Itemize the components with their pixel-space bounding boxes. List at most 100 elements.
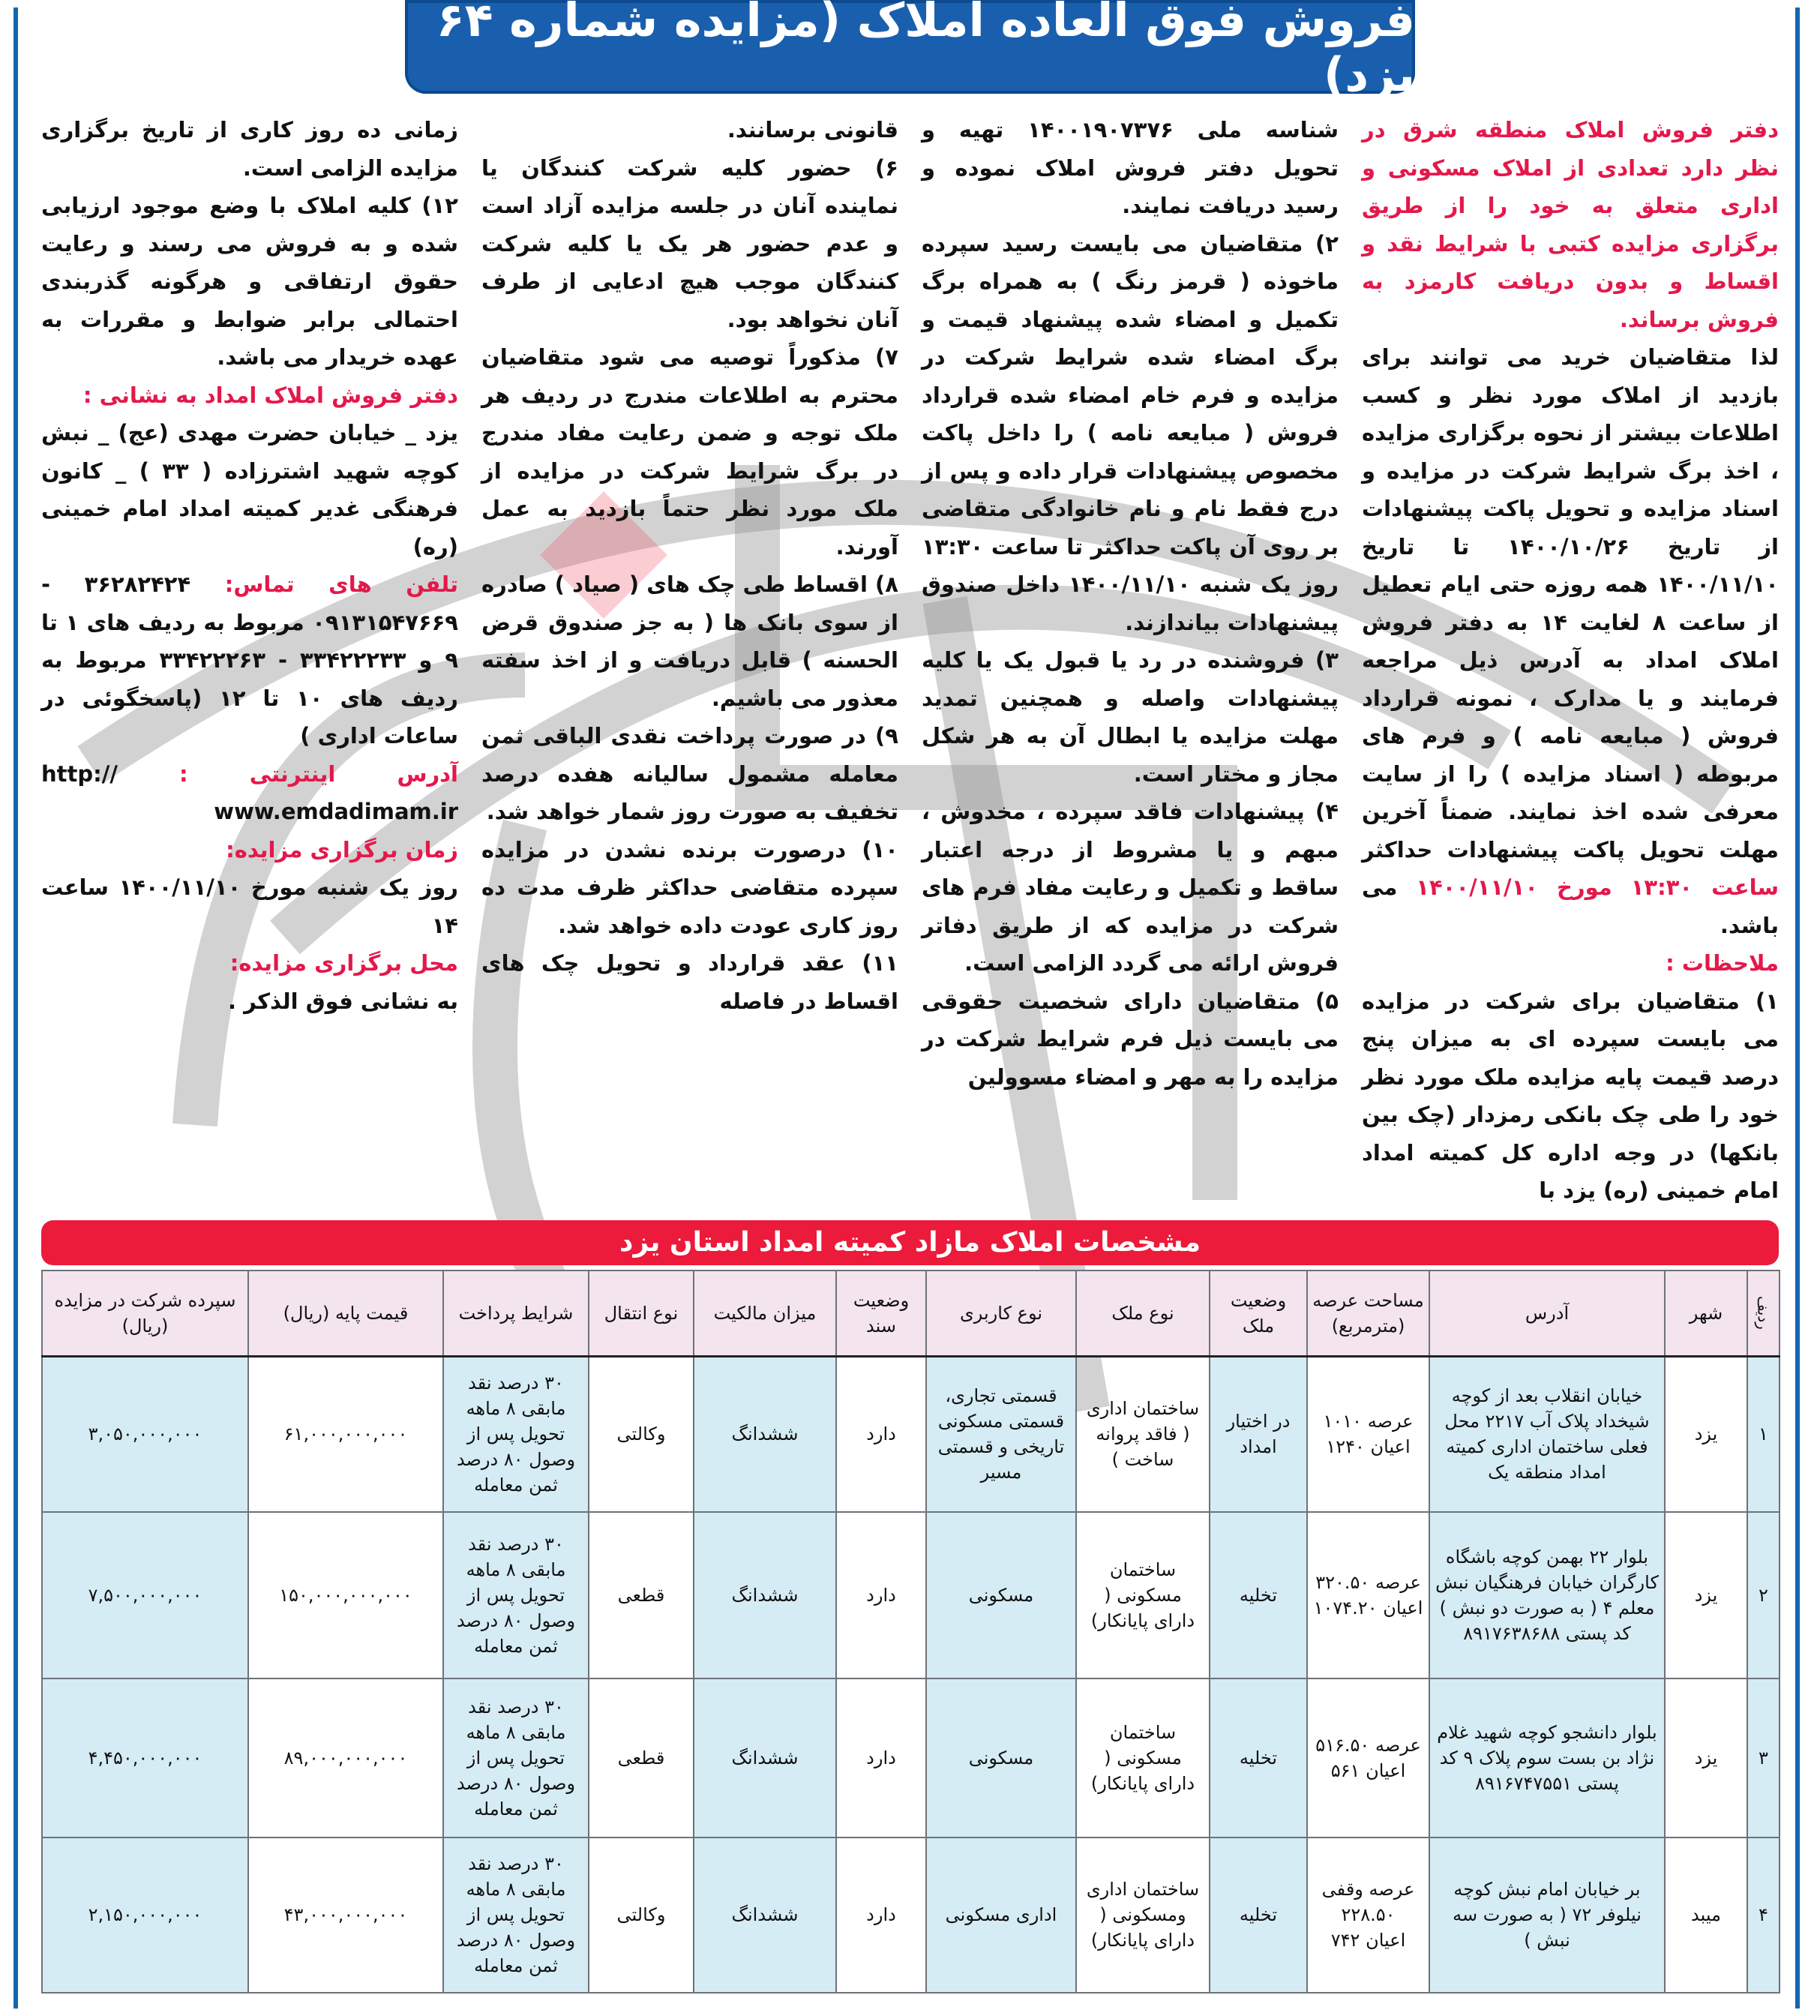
table-cell: ۶۱,۰۰۰,۰۰۰,۰۰۰ (247, 1355, 444, 1513)
column-header: نوع کاربری (925, 1269, 1077, 1357)
paragraph: یزد _ خیابان حضرت مهدی (عج) _ نبش کوچه ش… (41, 414, 458, 566)
highlighted-text: ملاحظات : (1666, 950, 1779, 976)
paragraph: ۱۲) کلیه املاک با وضع موجود ارزیابی شده … (41, 187, 458, 376)
paragraph: ۲) متقاضیان می بایست رسید سپرده ماخوذه (… (922, 225, 1339, 642)
paragraph: ۷) مذکوراً توصیه می شود متقاضیان محترم ب… (481, 338, 898, 566)
highlighted-text: آدرس اینترنتی : (117, 760, 458, 787)
table-cell: ساختمان اداری ومسکونی ( دارای پایانکار) (1075, 1836, 1210, 1994)
body-text: شناسه ملی ۱۴۰۰۱۹۰۷۳۷۶ تهیه و تحویل دفتر … (922, 117, 1339, 218)
main-content: دفتر فروش املاک منطقه شرق در نظر دارد تع… (41, 0, 1780, 2016)
table-cell: بر خیابان امام نبش کوچه نیلوفر ۷۲ ( به ص… (1429, 1836, 1666, 1994)
column-header: مساحت عرصه (مترمربع) (1306, 1269, 1430, 1357)
table-cell: ۳۰ درصد نقد مابقی ۸ ماهه تحویل پس از وصو… (442, 1355, 589, 1513)
table-cell: ساختمان مسکونی ( دارای پایانکار) (1075, 1677, 1210, 1838)
table-header-row: ردیف شهر آدرس مساحت عرصه (مترمربع) وضعیت ملک… (41, 1269, 1780, 1357)
table-cell: ششدانگ (693, 1355, 837, 1513)
paragraph: شناسه ملی ۱۴۰۰۱۹۰۷۳۷۶ تهیه و تحویل دفتر … (922, 111, 1339, 225)
table-cell: قطعی (588, 1677, 694, 1838)
body-text: زمانی ده روز کاری از تاریخ برگزاری مزاید… (41, 117, 458, 181)
column-header: میزان مالکیت (693, 1269, 837, 1357)
column-header: ردیف (1747, 1269, 1780, 1357)
body-text: ۱۰) درصورت برنده نشدن در مزایده سپرده مت… (481, 836, 898, 938)
table-cell: ۳۰ درصد نقد مابقی ۸ ماهه تحویل پس از وصو… (442, 1836, 589, 1994)
paragraph: به نشانی فوق الذکر . (41, 982, 458, 1021)
body-text: ۱۲) کلیه املاک با وضع موجود ارزیابی شده … (41, 193, 458, 370)
body-text: ۳) فروشنده در رد یا قبول یک یا کلیه پیشن… (922, 647, 1339, 787)
body-text: ۶) حضور کلیه شرکت کنندگان یا نماینده آنا… (481, 154, 898, 332)
column-header: وضعیت ملک (1209, 1269, 1308, 1357)
paragraph: ۴) پیشنهادات فاقد سپرده ، مخدوش ، مبهم و… (922, 793, 1339, 982)
table-cell: ۳,۰۵۰,۰۰۰,۰۰۰ (41, 1355, 249, 1513)
column-header: نوع انتقال (588, 1269, 694, 1357)
highlighted-text: ساعت ۱۳:۳۰ مورخ ۱۴۰۰/۱۱/۱۰ (1416, 874, 1779, 900)
paragraph: ۱) متقاضیان برای شرکت در مزایده می بایست… (1362, 982, 1779, 1210)
table-cell: تخلیه (1209, 1836, 1308, 1994)
body-text: روز یک شنبه مورخ ۱۴۰۰/۱۱/۱۰ ساعت ۱۴ (41, 874, 459, 938)
body-text: ۳۶۲۸۲۴۲۴ - ۰۹۱۳۱۵۴۷۶۶۹ مربوط به ردیف های… (41, 572, 459, 748)
body-text: لذا متقاضیان خرید می توانند برای بازدید … (1362, 344, 1779, 862)
paragraph: ۳) فروشنده در رد یا قبول یک یا کلیه پیشن… (922, 641, 1339, 793)
column-header: شرایط پرداخت (442, 1269, 589, 1357)
table-banner: مشخصات املاک مازاد کمیته امداد استان یزد (41, 1220, 1779, 1265)
text-column-3: قانونی برسانند. ۶) حضور کلیه شرکت کنندگان… (481, 111, 898, 1020)
paragraph: زمان برگزاری مزایده: (41, 831, 458, 869)
column-header: آدرس (1429, 1269, 1666, 1357)
paragraph: تلفن های تماس: ۳۶۲۸۲۴۲۴ - ۰۹۱۳۱۵۴۷۶۶۹ مر… (41, 566, 458, 755)
table-cell: در اختیار امداد (1209, 1355, 1308, 1513)
column-header: سپرده شرکت در مزایده (ریال) (41, 1269, 249, 1357)
table-cell: وکالتی (588, 1355, 694, 1513)
table-cell: عرصه ۱۰۱۰ اعیان ۱۲۴۰ (1306, 1355, 1430, 1513)
table-cell: ۷,۵۰۰,۰۰۰,۰۰۰ (41, 1510, 249, 1679)
highlighted-text: زمان برگزاری مزایده: (226, 836, 458, 862)
table-row: ۲ یزد بلوار ۲۲ بهمن کوچه باشگاه کارگران خی… (41, 1510, 1780, 1679)
body-text: http:// www.emdadimam.ir (41, 760, 458, 825)
body-text: ۴) پیشنهادات فاقد سپرده ، مخدوش ، مبهم و… (922, 799, 1339, 976)
page-title: فروش فوق العاده املاک (مزایده شماره ۶۴ ی… (405, 0, 1415, 102)
table-cell: عرصه ۳۲۰.۵۰ اعیان ۱۰۷۴.۲۰ (1306, 1510, 1430, 1679)
paragraph: روز یک شنبه مورخ ۱۴۰۰/۱۱/۱۰ ساعت ۱۴ (41, 868, 458, 944)
body-text: ۱) متقاضیان برای شرکت در مزایده می بایست… (1362, 988, 1779, 1204)
table-cell: ۴,۴۵۰,۰۰۰,۰۰۰ (41, 1677, 249, 1838)
table-cell: مسکونی (925, 1677, 1077, 1838)
table-cell: ۴۳,۰۰۰,۰۰۰,۰۰۰ (247, 1836, 444, 1994)
table-cell: ۱۵۰,۰۰۰,۰۰۰,۰۰۰ (247, 1510, 444, 1679)
paragraph: دفتر فروش املاک امداد به نشانی : (41, 376, 458, 415)
table-row: ۳ یزد بلوار دانشجو کوچه شهید غلام نژاد بن … (41, 1677, 1780, 1838)
table-cell: وکالتی (588, 1836, 694, 1994)
body-text: ۹) در صورت پرداخت نقدی الباقی ثمن معامله… (481, 723, 898, 824)
table-row: ۱ یزد خیابان انقلاب بعد از کوچه شیخداد پلا… (41, 1355, 1780, 1513)
table-cell: دارد (835, 1510, 927, 1679)
table-cell: قطعی (588, 1510, 694, 1679)
body-text: ۲) متقاضیان می بایست رسید سپرده ماخوذه (… (922, 230, 1339, 635)
table-cell: ۸۹,۰۰۰,۰۰۰,۰۰۰ (247, 1677, 444, 1838)
table-cell: ششدانگ (693, 1510, 837, 1679)
body-text: ۱۱) عقد قرارداد و تحویل چک های اقساط در … (481, 950, 898, 1014)
table-cell: ۲,۱۵۰,۰۰۰,۰۰۰ (41, 1836, 249, 1994)
table-cell: ۴ (1747, 1836, 1780, 1994)
column-header: وضعیت سند (835, 1269, 927, 1357)
page-frame (13, 8, 1800, 2008)
paragraph: ملاحظات : (1362, 944, 1779, 982)
paragraph: دفتر فروش املاک منطقه شرق در نظر دارد تع… (1362, 111, 1779, 338)
highlighted-text: دفتر فروش املاک امداد به نشانی : (82, 382, 458, 408)
body-text: می باشد. (1362, 874, 1779, 938)
paragraph: ۵) متقاضیان دارای شخصیت حقوقی می بایست ذ… (922, 982, 1339, 1096)
paragraph: ۸) اقساط طی چک های ( صیاد ) صادره از سوی… (481, 566, 898, 717)
table-cell: میبد (1664, 1836, 1748, 1994)
body-text: قانونی برسانند. (727, 117, 898, 142)
body-text: ۵) متقاضیان دارای شخصیت حقوقی می بایست ذ… (922, 988, 1339, 1090)
table-cell: مسکونی (925, 1510, 1077, 1679)
text-column-1: دفتر فروش املاک منطقه شرق در نظر دارد تع… (1362, 111, 1779, 1210)
column-header: نوع ملک (1075, 1269, 1210, 1357)
table-cell: قسمتی تجاری، قسمتی مسکونی تاریخی و قسمتی… (925, 1355, 1077, 1513)
text-columns: دفتر فروش املاک منطقه شرق در نظر دارد تع… (41, 111, 1779, 1210)
table-cell: ۳ (1747, 1677, 1780, 1838)
table-cell: ۳۰ درصد نقد مابقی ۸ ماهه تحویل پس از وصو… (442, 1510, 589, 1679)
table-cell: عرصه ۵۱۶.۵۰ اعیان ۵۶۱ (1306, 1677, 1430, 1838)
body-text: ۸) اقساط طی چک های ( صیاد ) صادره از سوی… (481, 572, 898, 711)
column-header: شهر (1664, 1269, 1748, 1357)
table-cell: ساختمان مسکونی ( دارای پایانکار) (1075, 1510, 1210, 1679)
highlighted-text: محل برگزاری مزایده: (229, 950, 458, 976)
table-cell: عرصه وقفی ۲۲۸.۵۰ اعیان ۷۴۲ (1306, 1836, 1430, 1994)
paragraph: ۶) حضور کلیه شرکت کنندگان یا نماینده آنا… (481, 149, 898, 339)
